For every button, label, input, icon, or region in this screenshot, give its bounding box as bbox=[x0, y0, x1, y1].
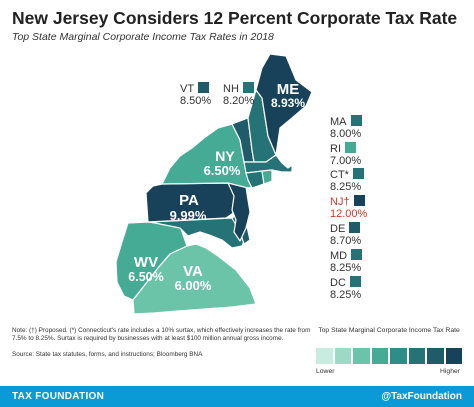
legend-swatch-4 bbox=[371, 348, 388, 364]
callout-ct-swatch bbox=[352, 168, 364, 179]
label-wv-abbr: WV bbox=[134, 254, 158, 271]
callout-vt-rate: 8.50% bbox=[180, 95, 212, 107]
label-ny-rate: 6.50% bbox=[204, 163, 241, 178]
callout-vt-swatch bbox=[198, 82, 210, 93]
callout-de: DE 8.70% bbox=[330, 222, 375, 247]
callout-md-abbr: MD bbox=[330, 250, 348, 262]
label-va-rate: 6.00% bbox=[175, 278, 212, 293]
label-me-abbr: ME bbox=[277, 81, 300, 98]
callout-nh-abbr: NH bbox=[223, 83, 239, 95]
callout-ma-swatch bbox=[350, 115, 362, 126]
state-ct bbox=[245, 170, 265, 189]
callout-ma: MA 8.00% bbox=[330, 115, 375, 140]
source-note: Source: State tax statutes, forms, and i… bbox=[12, 351, 203, 358]
callout-nj-rate: 12.00% bbox=[330, 208, 368, 220]
callout-nh-swatch bbox=[242, 82, 254, 93]
callout-ma-abbr: MA bbox=[330, 116, 347, 128]
state-va bbox=[132, 243, 257, 315]
callout-de-swatch bbox=[349, 222, 361, 233]
label-pa-rate: 9.99% bbox=[170, 208, 207, 223]
label-wv-rate: 6.50% bbox=[128, 270, 163, 284]
callout-nj: NJ† 12.00% bbox=[330, 195, 375, 220]
chart-title: New Jersey Considers 12 Percent Corporat… bbox=[12, 8, 458, 28]
footer-brand: TAX FOUNDATION bbox=[12, 391, 105, 402]
label-va-abbr: VA bbox=[183, 263, 203, 280]
legend-title: Top State Marginal Corporate Income Tax … bbox=[318, 327, 460, 334]
label-me-rate: 8.93% bbox=[271, 96, 305, 110]
callout-md-rate: 8.25% bbox=[330, 262, 362, 274]
legend-swatch-7 bbox=[427, 348, 444, 364]
legend-swatch-8 bbox=[445, 348, 462, 364]
callout-ri-swatch bbox=[345, 142, 356, 153]
callout-ri-abbr: RI bbox=[330, 143, 341, 155]
callout-ri-rate: 7.00% bbox=[330, 155, 362, 167]
legend-high-label: Higher bbox=[440, 368, 461, 375]
legend-swatch-2 bbox=[334, 348, 351, 364]
callout-ct: CT* 8.25% bbox=[330, 168, 375, 193]
legend-scale bbox=[316, 348, 462, 364]
callout-nj-abbr: NJ† bbox=[330, 196, 350, 208]
callout-de-abbr: DE bbox=[330, 223, 346, 235]
callout-ma-rate: 8.00% bbox=[330, 128, 362, 140]
legend-swatch-1 bbox=[316, 348, 333, 364]
state-ri bbox=[261, 169, 273, 185]
label-ny-abbr: NY bbox=[215, 148, 235, 164]
callout-ri: RI 7.00% bbox=[330, 142, 375, 167]
legend-swatch-3 bbox=[353, 348, 370, 364]
state-me bbox=[255, 53, 313, 156]
callout-ct-rate: 8.25% bbox=[330, 181, 362, 193]
label-pa-abbr: PA bbox=[179, 192, 199, 209]
legend-swatch-5 bbox=[390, 348, 407, 364]
callout-vt-abbr: VT bbox=[180, 83, 195, 95]
callout-dc: DC 8.25% bbox=[330, 276, 375, 301]
callout-vt: VT 8.50% bbox=[180, 82, 220, 107]
callout-nh-rate: 8.20% bbox=[223, 95, 255, 107]
callout-de-rate: 8.70% bbox=[330, 235, 362, 247]
callout-dc-rate: 8.25% bbox=[330, 289, 362, 301]
callout-nj-swatch bbox=[353, 195, 365, 206]
callout-md: MD 8.25% bbox=[330, 249, 375, 274]
legend-low-label: Lower bbox=[316, 368, 335, 375]
legend-swatch-6 bbox=[408, 348, 425, 364]
callout-ct-abbr: CT* bbox=[330, 169, 349, 181]
callout-dc-abbr: DC bbox=[330, 277, 346, 289]
footnote: Note: (†) Proposed. (*) Connecticut's ra… bbox=[12, 327, 311, 343]
footer-twitter-handle[interactable]: @TaxFoundation bbox=[381, 391, 462, 402]
chart-subtitle: Top State Marginal Corporate Income Tax … bbox=[12, 31, 274, 43]
callout-nh: NH 8.20% bbox=[223, 82, 263, 107]
footer-bar: TAX FOUNDATION @TaxFoundation bbox=[0, 386, 474, 407]
callout-dc-swatch bbox=[349, 276, 361, 287]
callout-md-swatch bbox=[351, 249, 363, 260]
